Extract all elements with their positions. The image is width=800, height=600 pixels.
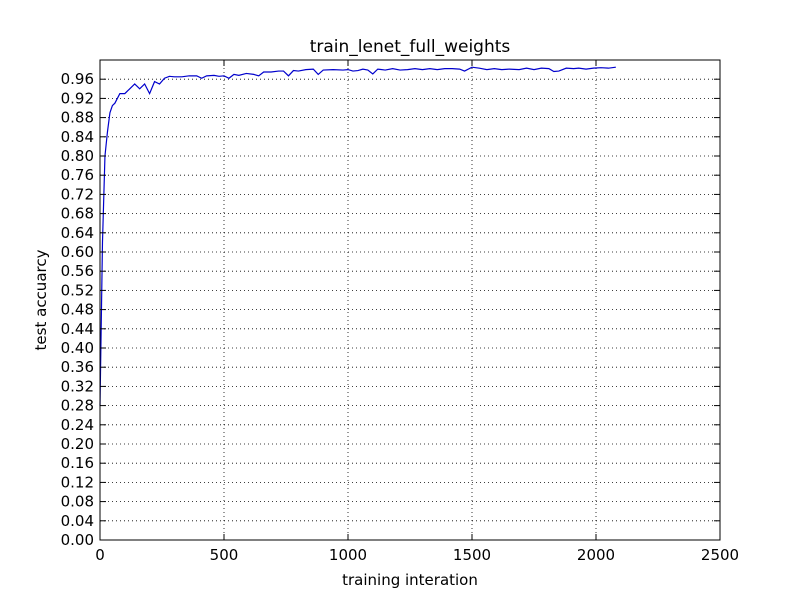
y-tick-label: 0.00 (61, 531, 94, 549)
y-tick-label: 0.48 (61, 301, 94, 319)
y-tick-label: 0.32 (61, 377, 94, 395)
y-tick-label: 0.92 (61, 89, 94, 107)
y-tick-label: 0.80 (61, 147, 94, 165)
y-tick-label: 0.56 (61, 262, 94, 280)
y-tick-label: 0.60 (61, 243, 94, 261)
plot-frame (99, 59, 721, 541)
grid-layer (100, 60, 720, 541)
chart-title: train_lenet_full_weights (310, 37, 511, 57)
y-tick-label: 0.08 (61, 493, 94, 511)
x-axis-label: training interation (342, 571, 478, 589)
y-tick-label: 0.20 (61, 435, 94, 453)
y-tick-label: 0.44 (61, 320, 94, 338)
x-tick-label: 2000 (577, 546, 615, 564)
y-tick-label: 0.68 (61, 205, 94, 223)
y-tick-label: 0.12 (61, 473, 94, 491)
y-tick-label: 0.28 (61, 397, 94, 415)
y-tick-label: 0.52 (61, 281, 94, 299)
y-tick-label: 0.16 (61, 454, 94, 472)
x-tick-label: 1000 (329, 546, 367, 564)
y-tick-label: 0.72 (61, 185, 94, 203)
y-tick-label: 0.88 (61, 109, 94, 127)
series-line (99, 66, 616, 406)
tick-layer: 0.000.040.08 0.120.160.200.240.28 0.320.36… (61, 60, 739, 564)
y-tick-label: 0.04 (61, 512, 94, 530)
y-tick-label: 0.64 (61, 224, 94, 242)
x-tick-label: 500 (210, 546, 239, 564)
y-tick-label: 0.84 (61, 128, 94, 146)
y-tick-label: 0.24 (61, 416, 94, 434)
x-tick-label: 1500 (453, 546, 491, 564)
y-tick-label: 0.76 (61, 166, 94, 184)
y-tick-label: 0.36 (61, 358, 94, 376)
y-axis-label: test accuarcy (32, 249, 50, 350)
y-tick-label: 0.40 (61, 339, 94, 357)
x-tick-label: 0 (95, 546, 105, 564)
series-layer (99, 66, 616, 406)
x-tick-label: 2500 (701, 546, 739, 564)
y-tick-label: 0.96 (61, 70, 94, 88)
